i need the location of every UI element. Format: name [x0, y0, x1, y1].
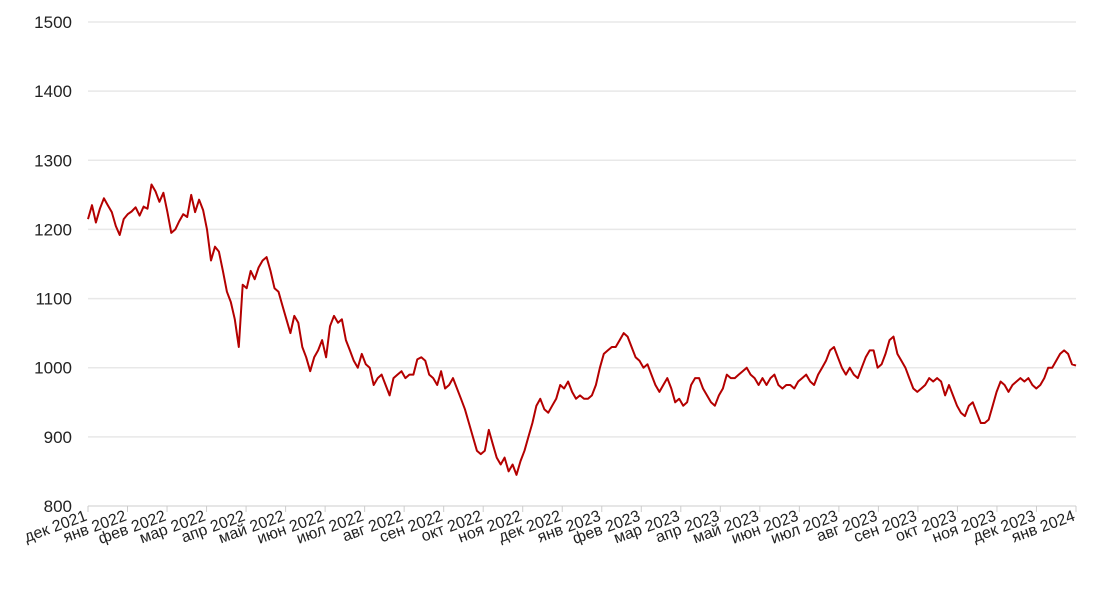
series-line [87, 183, 1077, 476]
y-tick-label: 900 [44, 428, 72, 447]
y-tick-label: 1100 [35, 290, 72, 309]
y-tick-label: 1400 [34, 82, 72, 101]
y-tick-label: 800 [44, 497, 72, 516]
y-axis: 800 900 1000 1100 1200 1300 1400 1500 [34, 13, 72, 516]
x-axis [87, 505, 1077, 512]
gridlines [88, 21, 1076, 438]
y-tick-label: 1500 [34, 13, 72, 32]
y-tick-label: 1000 [34, 359, 72, 378]
y-tick-label: 1200 [34, 220, 72, 239]
series-layer [87, 183, 1077, 476]
y-tick-label: 1300 [34, 151, 72, 170]
